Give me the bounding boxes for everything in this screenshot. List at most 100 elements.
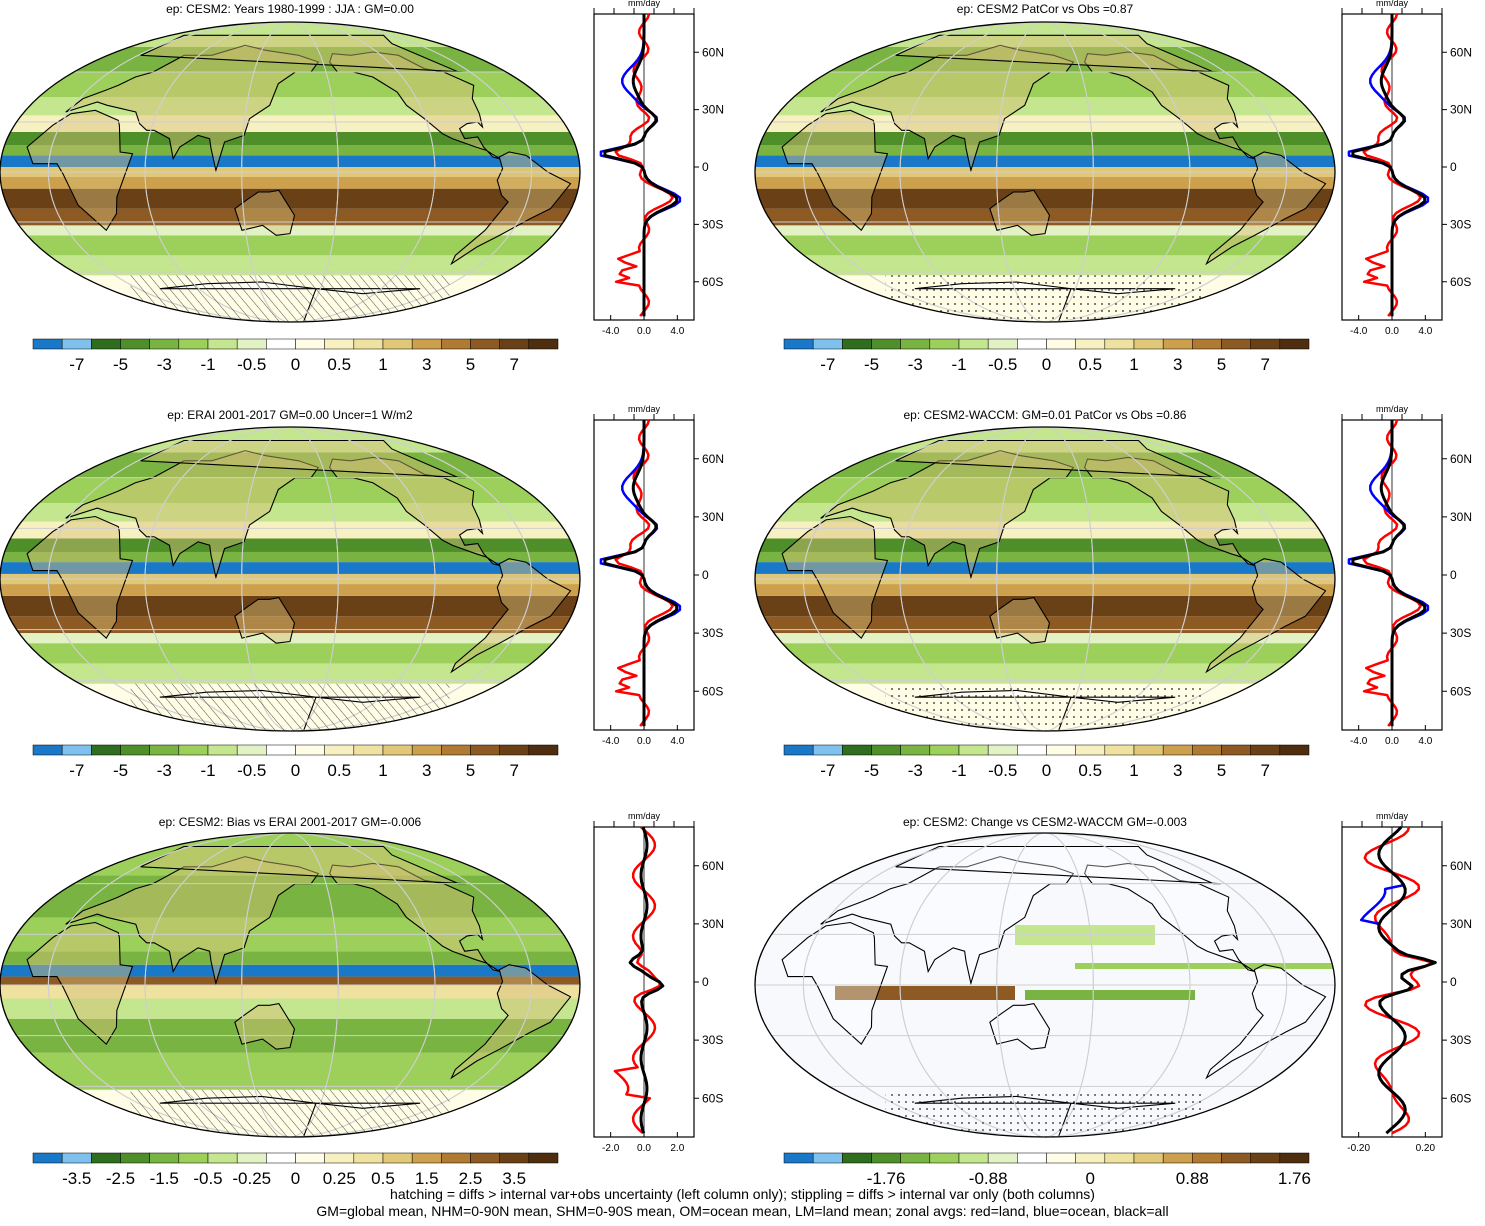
zonal-lat-label: 60N [1450,859,1472,873]
colorbar-swatch [871,1152,901,1164]
hatching [130,275,450,322]
map-band [0,998,580,1019]
colorbar-swatch [1017,1152,1047,1164]
colorbar-swatch [441,744,471,756]
zonal-lat-label: 0 [1450,568,1457,582]
world-map-2 [754,21,1336,323]
colorbar-swatch [1192,338,1222,350]
zonal-x-tick-label: 0.0 [637,736,651,747]
colorbar-swatch [149,338,180,350]
map-band [755,225,1335,236]
colorbar-swatch [929,744,960,756]
colorbar-swatch [900,744,931,756]
coastline [989,596,1051,644]
coastline [1084,456,1255,567]
map-band [0,584,580,596]
zonal-lat-label: 60S [1450,275,1471,289]
colorbar-swatch [783,1152,814,1164]
coastline [450,964,572,1080]
colorbar-swatch [236,1152,267,1164]
colorbar-swatch [1104,744,1135,756]
world-map-1 [0,21,581,323]
zonal-unit-label: mm/day [628,811,661,821]
coastline [1084,51,1255,160]
colorbar-swatch [499,1152,530,1164]
colorbar-swatch [987,338,1018,350]
map-border [0,21,581,323]
colorbar-swatch [987,1152,1018,1164]
longitude-line [144,22,436,322]
colorbar-swatch [236,338,267,350]
map-band [0,964,580,977]
map-band [0,595,580,617]
colorbar-swatch [353,338,384,350]
colorbar-tick-label: -5 [864,355,879,374]
map-border [0,426,581,732]
map-band [0,663,580,684]
colorbar-swatch [499,338,530,350]
colorbar-swatch [324,338,355,350]
colorbar-tick-label: 7 [1261,355,1270,374]
coastline [234,596,296,644]
zonal-unit-label: mm/day [1376,811,1409,821]
zonal-lat-label: 30N [1450,510,1472,524]
colorbar-swatch [207,744,238,756]
colorbar-swatch [1279,338,1310,350]
colorbar-tick-label: 0.88 [1176,1169,1209,1188]
map-band [0,225,580,236]
coastline [65,44,320,173]
colorbar-tick-label: -7 [820,355,835,374]
colorbar-tick-label: 0 [1042,355,1051,374]
colorbar-tick-label: -7 [820,761,835,780]
world-map-6 [754,832,1336,1138]
map-band [755,616,1335,634]
zonal-lat-label: 0 [702,160,709,174]
map-border [754,426,1336,732]
zonal-unit-label: mm/day [1376,0,1409,8]
colorbar-swatch [236,744,267,756]
colorbar-swatch [929,1152,960,1164]
colorbar-swatch [382,1152,413,1164]
colorbar-tick-label: -3 [157,355,172,374]
colorbar-swatch [470,744,500,756]
map-anomaly-band [1015,925,1155,945]
map-band [0,538,580,552]
zonal-lat-label: 30S [1450,217,1471,231]
colorbar-swatch [1133,744,1164,756]
colorbar-tick-label: 7 [510,761,519,780]
map-band [755,235,1335,256]
map-band [0,875,580,918]
zonal-x-tick-label: 0.0 [637,326,651,337]
map-band [755,97,1335,116]
zonal-x-tick-label: -4.0 [602,736,620,747]
panel-title-5: ep: CESM2: Bias vs ERAI 2001-2017 GM=-0.… [158,815,422,829]
zonal-lat-label: 60N [702,452,724,466]
colorbar-swatch [1250,1152,1281,1164]
longitude-line [144,427,436,731]
colorbar-swatch [842,338,872,350]
colorbar-tick-label: 0.5 [1078,761,1102,780]
colorbar-tick-label: 3.5 [502,1169,526,1188]
colorbar-tick-label: 5 [466,355,475,374]
colorbar-swatch [120,744,150,756]
colorbar-swatch [812,744,843,756]
coastline [65,450,320,580]
colorbar-4: -7 -5 -3 -1 -0.5 0 0.5 1 3 5 7 [783,744,1310,780]
colorbar-swatch [1279,1152,1310,1164]
colorbar-swatch [812,1152,843,1164]
colorbar-swatch [353,744,384,756]
colorbar-tick-label: 3 [1173,761,1182,780]
colorbar-swatch [1192,1152,1222,1164]
colorbar-swatch [783,338,814,350]
zonal-mean-plot-6: mm/day -0.20 0.20 60N 30N 0 30S 60S [1341,811,1472,1154]
zonal-lat-label: 60S [1450,684,1471,698]
colorbar-swatch [900,1152,931,1164]
colorbar-tick-label: 1 [1129,355,1138,374]
longitude-line [47,833,533,1137]
map-border [754,832,1336,1138]
coastline [1205,151,1327,266]
coastline [234,189,296,236]
zonal-series-all [628,826,665,1134]
stippling [885,683,1205,731]
